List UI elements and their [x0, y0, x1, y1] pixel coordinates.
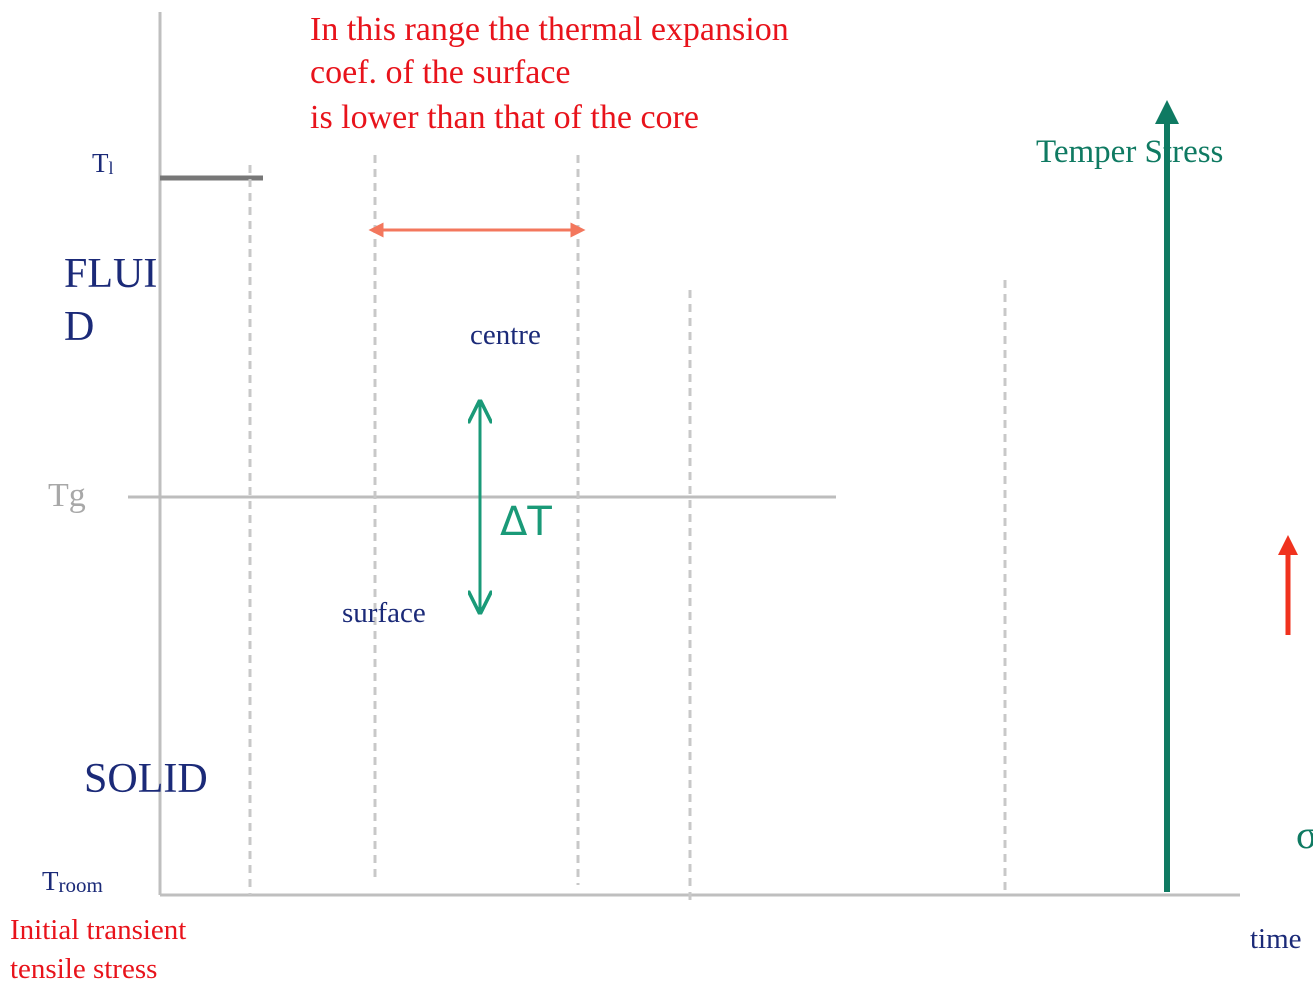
fluid-label: D [64, 304, 94, 350]
t-room-label: Troom [42, 866, 103, 897]
t-sub: l [109, 158, 114, 178]
temper-stress-label: Temper Stress [1036, 134, 1223, 170]
delta-t-label: ΔT [500, 499, 552, 545]
surface-label: surface [342, 597, 426, 629]
annotation-line: In this range the thermal expansion [310, 11, 789, 48]
initial-stress-label: Initial transient [10, 914, 186, 946]
initial-stress-label: tensile stress [10, 953, 157, 985]
solid-label: SOLID [84, 756, 208, 802]
annotation-line: is lower than that of the core [310, 99, 699, 136]
dashed-lines [248, 155, 1007, 905]
time-label: time [1250, 923, 1302, 955]
t-main: T [92, 148, 109, 178]
sigma-label: σ [1296, 812, 1313, 857]
annotation-line: coef. of the surface [310, 54, 571, 91]
t-sub: room [59, 873, 103, 897]
tg-label: Tg [48, 477, 86, 514]
centre-label: centre [470, 319, 541, 351]
t-main: T [42, 866, 59, 896]
t-liquid-label: Tl [92, 148, 114, 178]
fluid-label: FLUI [64, 251, 157, 297]
